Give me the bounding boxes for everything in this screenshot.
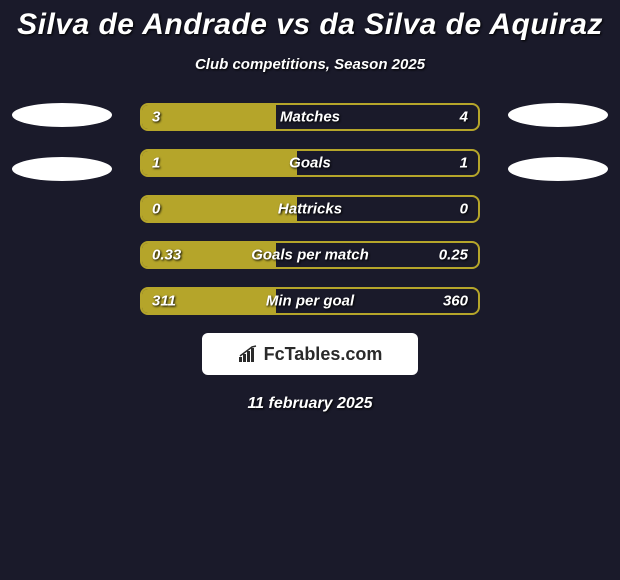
logo-box: FcTables.com: [202, 333, 418, 375]
stat-label: Min per goal: [142, 293, 478, 310]
comparison-infographic: Silva de Andrade vs da Silva de Aquiraz …: [0, 0, 620, 413]
chart-icon: [238, 345, 260, 363]
stats-area: Matches3 4 Goals1 1 Hattricks0 0 Goals per mat…: [0, 103, 620, 413]
stat-label: Goals per match: [142, 247, 478, 264]
stat-label: Matches: [142, 109, 478, 126]
stat-value-left: 0.33: [152, 247, 181, 264]
stat-value-left: 3: [152, 109, 160, 126]
stat-row: Goals per match0.33 0.25: [140, 241, 480, 269]
placeholder-ellipse: [12, 103, 112, 127]
stat-label: Goals: [142, 155, 478, 172]
stat-value-right: 0: [460, 201, 468, 218]
logo-label: FcTables.com: [264, 344, 383, 365]
stat-value-left: 311: [152, 293, 176, 310]
logo-text: FcTables.com: [238, 344, 383, 365]
stat-row: Goals1 1: [140, 149, 480, 177]
page-title: Silva de Andrade vs da Silva de Aquiraz: [0, 8, 620, 42]
stat-row: Min per goal311 360: [140, 287, 480, 315]
placeholder-ellipse: [12, 157, 112, 181]
stat-row: Matches3 4: [140, 103, 480, 131]
stats-rows: Matches3 4 Goals1 1 Hattricks0 0 Goals per mat…: [140, 103, 480, 315]
placeholder-ellipse: [508, 157, 608, 181]
stat-label: Hattricks: [142, 201, 478, 218]
stat-value-left: 0: [152, 201, 160, 218]
player-left-placeholder: [12, 103, 112, 211]
stat-value-right: 1: [460, 155, 468, 172]
stat-row: Hattricks0 0: [140, 195, 480, 223]
stat-value-right: 0.25: [439, 247, 468, 264]
stat-value-left: 1: [152, 155, 160, 172]
date-line: 11 february 2025: [140, 395, 480, 413]
subtitle: Club competitions, Season 2025: [0, 56, 620, 73]
placeholder-ellipse: [508, 103, 608, 127]
player-right-placeholder: [508, 103, 608, 211]
stat-value-right: 4: [460, 109, 468, 126]
stat-value-right: 360: [443, 293, 468, 310]
